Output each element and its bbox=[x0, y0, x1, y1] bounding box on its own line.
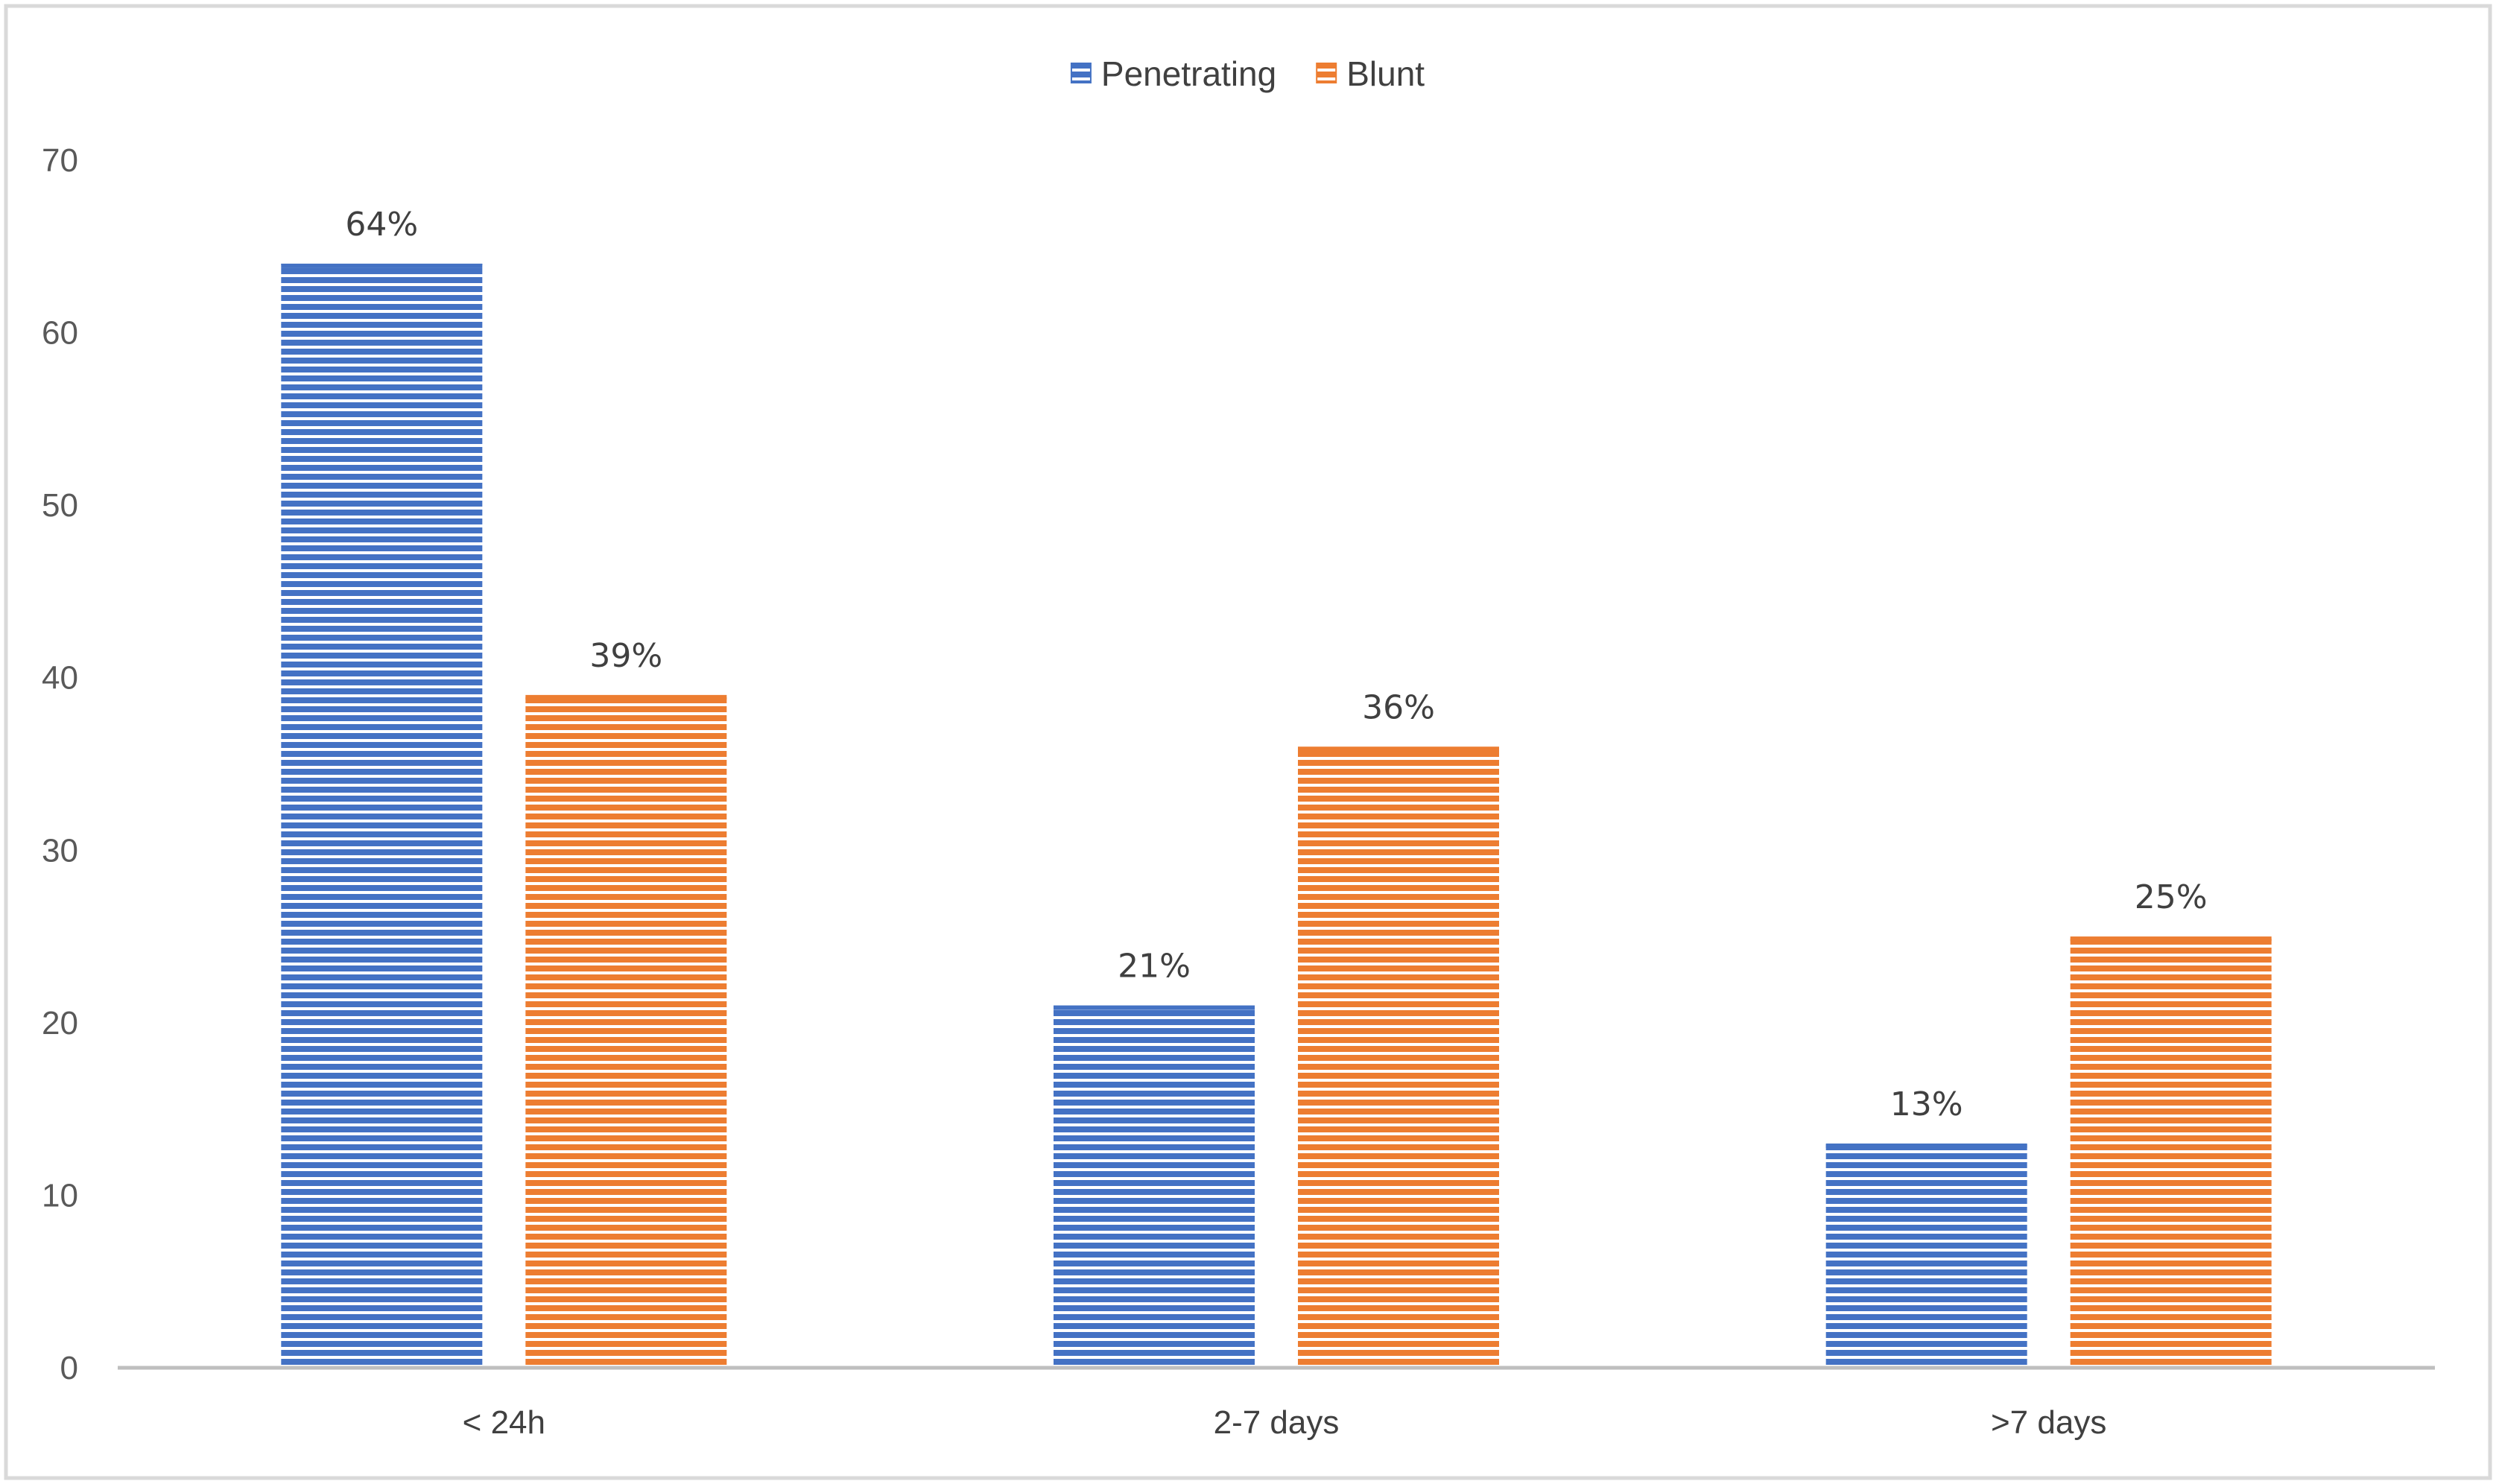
y-tick-label: 60 bbox=[42, 315, 78, 352]
y-tick-label: 50 bbox=[42, 487, 78, 524]
bar-top-edge bbox=[2070, 936, 2272, 942]
data-label: 36% bbox=[1362, 688, 1435, 726]
bar-top-edge bbox=[1054, 1005, 1255, 1010]
bar-penetrating-0 bbox=[281, 263, 483, 1368]
bar-blunt-1 bbox=[1298, 746, 1499, 1368]
y-tick-label: 10 bbox=[42, 1177, 78, 1214]
bar-blunt-2 bbox=[2070, 936, 2272, 1368]
bar-penetrating-1 bbox=[1054, 1005, 1255, 1368]
legend: Penetrating Blunt bbox=[1070, 54, 1425, 93]
bar-top-edge bbox=[1298, 746, 1499, 752]
bar-penetrating-2 bbox=[1825, 1143, 2027, 1368]
bar-top-edge bbox=[525, 694, 727, 700]
data-label: 64% bbox=[345, 206, 418, 244]
data-label: 13% bbox=[1890, 1085, 1963, 1123]
data-label: 25% bbox=[2135, 878, 2208, 916]
y-tick-label: 20 bbox=[42, 1005, 78, 1041]
y-tick-label: 40 bbox=[42, 660, 78, 697]
data-label: 21% bbox=[1118, 948, 1191, 986]
data-labels: 64% 39% 21% 36% 13% 25% bbox=[345, 206, 2207, 1123]
legend-label: Penetrating bbox=[1101, 54, 1276, 93]
y-tick-label: 0 bbox=[60, 1350, 78, 1386]
y-tick-label: 30 bbox=[42, 832, 78, 869]
y-tick-label: 70 bbox=[42, 142, 78, 179]
x-category-label: 2-7 days bbox=[1214, 1404, 1340, 1441]
data-label: 39% bbox=[589, 637, 662, 675]
legend-swatch-penetrating bbox=[1070, 63, 1092, 83]
y-axis: 0 10 20 30 40 50 60 70 bbox=[42, 142, 78, 1386]
bar-blunt-0 bbox=[525, 694, 727, 1368]
x-category-label: >7 days bbox=[1991, 1404, 2106, 1441]
bar-top-edge bbox=[1825, 1143, 2027, 1148]
x-axis: < 24h 2-7 days >7 days bbox=[118, 1366, 2435, 1441]
x-category-label: < 24h bbox=[463, 1404, 545, 1441]
legend-label: Blunt bbox=[1346, 54, 1425, 93]
legend-swatch-blunt bbox=[1316, 63, 1337, 83]
bars bbox=[281, 263, 2272, 1368]
bar-top-edge bbox=[281, 263, 483, 268]
